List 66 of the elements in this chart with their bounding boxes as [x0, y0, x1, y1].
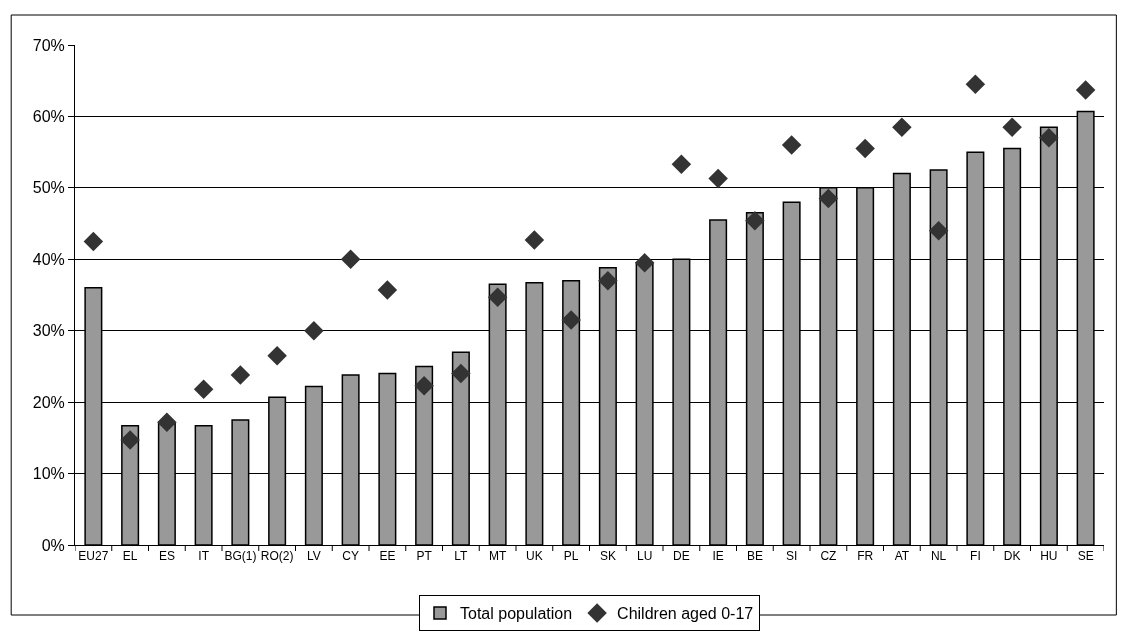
x-tick-label: NL	[930, 549, 947, 564]
point	[83, 231, 104, 252]
point	[120, 430, 140, 450]
point	[708, 168, 728, 189]
x-tick-label: MT	[488, 549, 507, 564]
point	[193, 379, 214, 400]
x-tick-label: CZ	[820, 549, 837, 564]
x-tick-label: SE	[1077, 549, 1094, 564]
y-tick-label: 30%	[32, 322, 65, 340]
y-tick-label: 70%	[32, 36, 65, 54]
x-tick-label: AT	[894, 549, 910, 564]
legend-label: Children aged 0-17	[617, 605, 754, 623]
x-tick-label: LU	[636, 549, 653, 564]
point	[634, 253, 655, 273]
point	[1039, 128, 1059, 148]
x-tick-label: BG(1)	[224, 549, 257, 564]
point	[414, 375, 434, 396]
x-tick-label: RO(2)	[260, 549, 294, 564]
legend-label: Total population	[460, 605, 573, 623]
y-tick-label: 10%	[32, 465, 65, 483]
point	[524, 230, 545, 250]
point	[304, 320, 324, 341]
x-tick-label: PT	[416, 549, 433, 564]
point	[855, 138, 875, 159]
point	[1075, 80, 1096, 100]
point	[561, 310, 581, 330]
point	[230, 365, 251, 385]
y-tick-label: 40%	[32, 250, 65, 268]
point	[267, 345, 287, 366]
y-tick-label: 50%	[32, 179, 65, 197]
point	[377, 280, 398, 300]
x-tick-label: FR	[857, 549, 874, 564]
x-tick-label: EE	[379, 549, 396, 564]
x-tick-label: PL	[563, 549, 579, 564]
point	[487, 287, 508, 307]
x-tick-label: CY	[342, 549, 359, 564]
x-tick-label: UK	[526, 549, 543, 564]
point	[671, 154, 692, 175]
point	[892, 117, 912, 137]
point	[745, 210, 765, 231]
point	[598, 270, 618, 291]
y-tick-label: 0%	[41, 536, 65, 554]
y-tick-label: 20%	[32, 393, 65, 411]
x-tick-label: DK	[1003, 549, 1021, 564]
x-tick-label: IT	[198, 549, 210, 564]
x-tick-label: LV	[306, 549, 321, 564]
x-tick-label: DE	[673, 549, 690, 564]
point	[451, 363, 471, 384]
x-tick-label: EL	[122, 549, 138, 564]
x-tick-label: LT	[454, 549, 469, 564]
x-tick-label: EU27	[78, 549, 109, 564]
x-tick-label: FI	[970, 549, 981, 564]
x-tick-label: IE	[712, 549, 724, 564]
y-tick-label: 60%	[32, 108, 65, 126]
x-tick-label: SK	[599, 549, 616, 564]
point	[157, 412, 177, 432]
x-tick-label: ES	[158, 549, 175, 564]
x-tick-label: HU	[1040, 549, 1058, 564]
x-tick-label: BE	[746, 549, 763, 564]
point	[928, 220, 949, 241]
point	[1002, 117, 1022, 137]
point	[818, 188, 839, 209]
point	[781, 135, 802, 155]
x-tick-label: SI	[785, 549, 798, 564]
point	[965, 74, 986, 95]
point	[340, 249, 361, 270]
